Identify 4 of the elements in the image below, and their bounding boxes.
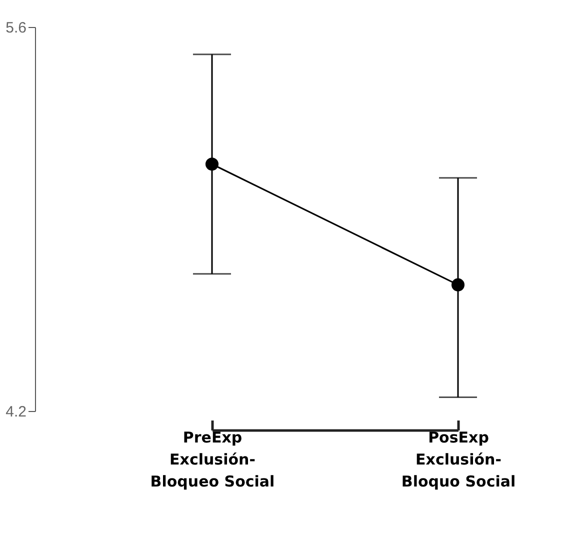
- y-tick-label: 5.6: [6, 20, 26, 36]
- x-tick-label: PosExp Exclusión-Bloquo Social: [401, 428, 516, 490]
- x-tick-label: PreExp Exclusión-Bloqueo Social: [150, 428, 275, 490]
- y-tick-label: 4.2: [6, 404, 26, 420]
